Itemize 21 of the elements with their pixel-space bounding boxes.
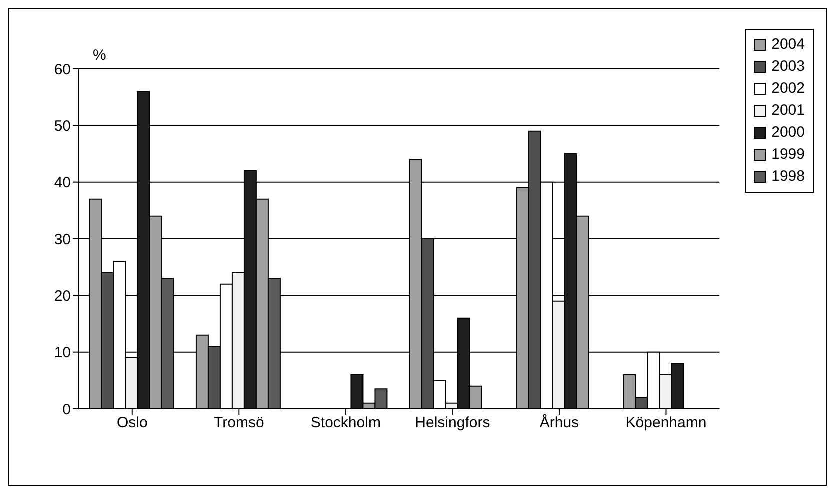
y-tick-label: 50 — [54, 118, 71, 135]
x-tick-label: Århus — [540, 414, 580, 432]
y-tick-label: 10 — [54, 344, 71, 362]
legend-label: 2003 — [772, 57, 805, 77]
x-tick-label: Köpenhamn — [626, 414, 707, 432]
legend-label: 1999 — [772, 145, 805, 165]
y-tick-label: 20 — [54, 288, 71, 305]
x-tick-label: Tromsö — [214, 414, 264, 432]
legend-label: 2001 — [772, 101, 805, 121]
x-tick-label: Stockholm — [310, 414, 381, 432]
x-tick-label: Oslo — [116, 414, 148, 432]
y-tick-label: 40 — [54, 174, 71, 192]
legend-label: 1998 — [772, 167, 805, 187]
x-tick-label: Helsingfors — [415, 414, 490, 432]
legend-label: 2004 — [772, 35, 805, 55]
legend-label: 2000 — [772, 123, 805, 143]
y-tick-label: 60 — [54, 61, 71, 78]
y-tick-label: 30 — [54, 231, 71, 248]
y-axis-title: % — [93, 47, 106, 64]
y-tick-label: 0 — [62, 401, 71, 418]
legend-label: 2002 — [772, 79, 805, 99]
